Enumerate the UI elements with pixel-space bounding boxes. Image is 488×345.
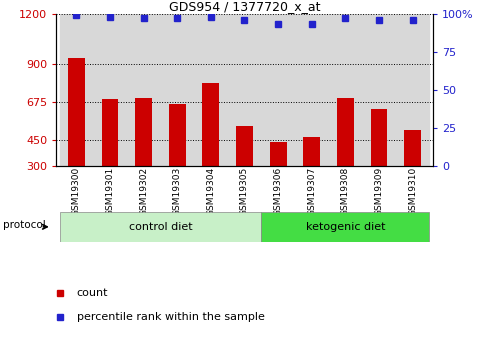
Bar xyxy=(404,130,420,216)
Text: protocol: protocol xyxy=(3,220,45,230)
Text: ketogenic diet: ketogenic diet xyxy=(305,222,385,232)
Text: control diet: control diet xyxy=(128,222,192,232)
Bar xyxy=(202,83,219,216)
Bar xyxy=(102,99,118,216)
Bar xyxy=(135,98,152,216)
Bar xyxy=(60,14,93,166)
Bar xyxy=(68,58,84,216)
Bar xyxy=(395,14,428,166)
Bar xyxy=(261,14,294,166)
Title: GDS954 / 1377720_x_at: GDS954 / 1377720_x_at xyxy=(168,0,320,13)
Bar xyxy=(236,126,252,216)
Text: percentile rank within the sample: percentile rank within the sample xyxy=(76,312,264,322)
Bar xyxy=(168,104,185,216)
Bar xyxy=(227,14,261,166)
Bar xyxy=(294,14,328,166)
Bar xyxy=(303,137,320,216)
Bar xyxy=(362,14,395,166)
Bar xyxy=(93,14,126,166)
Bar xyxy=(60,212,261,241)
Bar xyxy=(328,14,362,166)
Bar xyxy=(261,212,428,241)
Bar xyxy=(160,14,194,166)
Bar xyxy=(336,98,353,216)
Text: count: count xyxy=(76,288,108,298)
Bar xyxy=(370,109,386,216)
Bar xyxy=(269,142,286,216)
Bar xyxy=(194,14,227,166)
Bar xyxy=(126,14,160,166)
